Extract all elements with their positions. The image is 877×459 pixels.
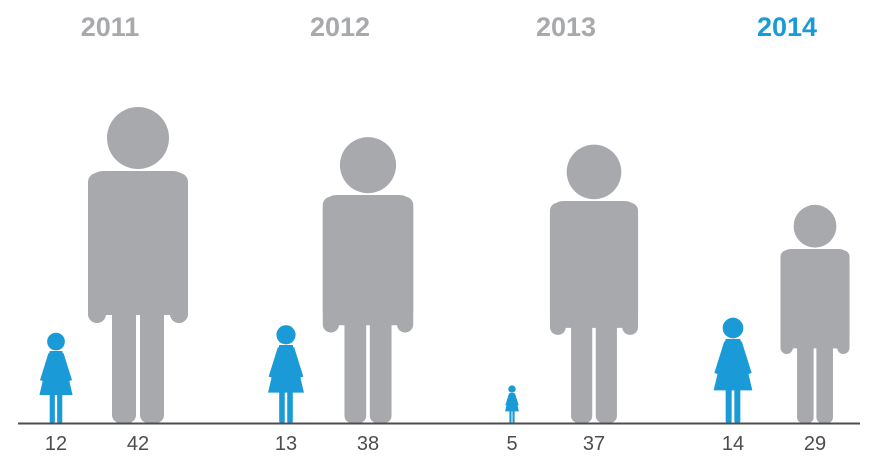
male-value-2011: 42 — [127, 433, 149, 455]
year-label-2014: 2014 — [757, 12, 817, 42]
female-value-2012: 13 — [275, 433, 297, 455]
female-value-2011: 12 — [45, 433, 67, 455]
male-value-2012: 38 — [357, 433, 379, 455]
female-value-2014: 14 — [722, 433, 744, 455]
male-figure-icon-2014 — [780, 204, 850, 423]
figures — [39, 107, 850, 423]
female-value-2013: 5 — [506, 433, 517, 455]
male-figure-icon-2013 — [549, 144, 639, 423]
year-label-2013: 2013 — [536, 12, 596, 42]
female-figure-icon-2013 — [505, 385, 519, 423]
female-figure-icon-2011 — [39, 332, 73, 423]
year-label-2011: 2011 — [81, 12, 140, 42]
male-figure-icon-2012 — [322, 137, 414, 423]
male-value-2013: 37 — [583, 433, 605, 455]
male-value-2014: 29 — [804, 433, 826, 455]
year-labels: 2011 2012 2013 2014 — [81, 12, 817, 42]
value-labels: 12 42 13 38 5 37 14 29 — [45, 433, 826, 455]
year-label-2012: 2012 — [310, 12, 370, 42]
male-figure-icon-2011 — [88, 107, 188, 423]
female-figure-icon-2014 — [713, 317, 753, 423]
female-figure-icon-2012 — [268, 325, 304, 423]
